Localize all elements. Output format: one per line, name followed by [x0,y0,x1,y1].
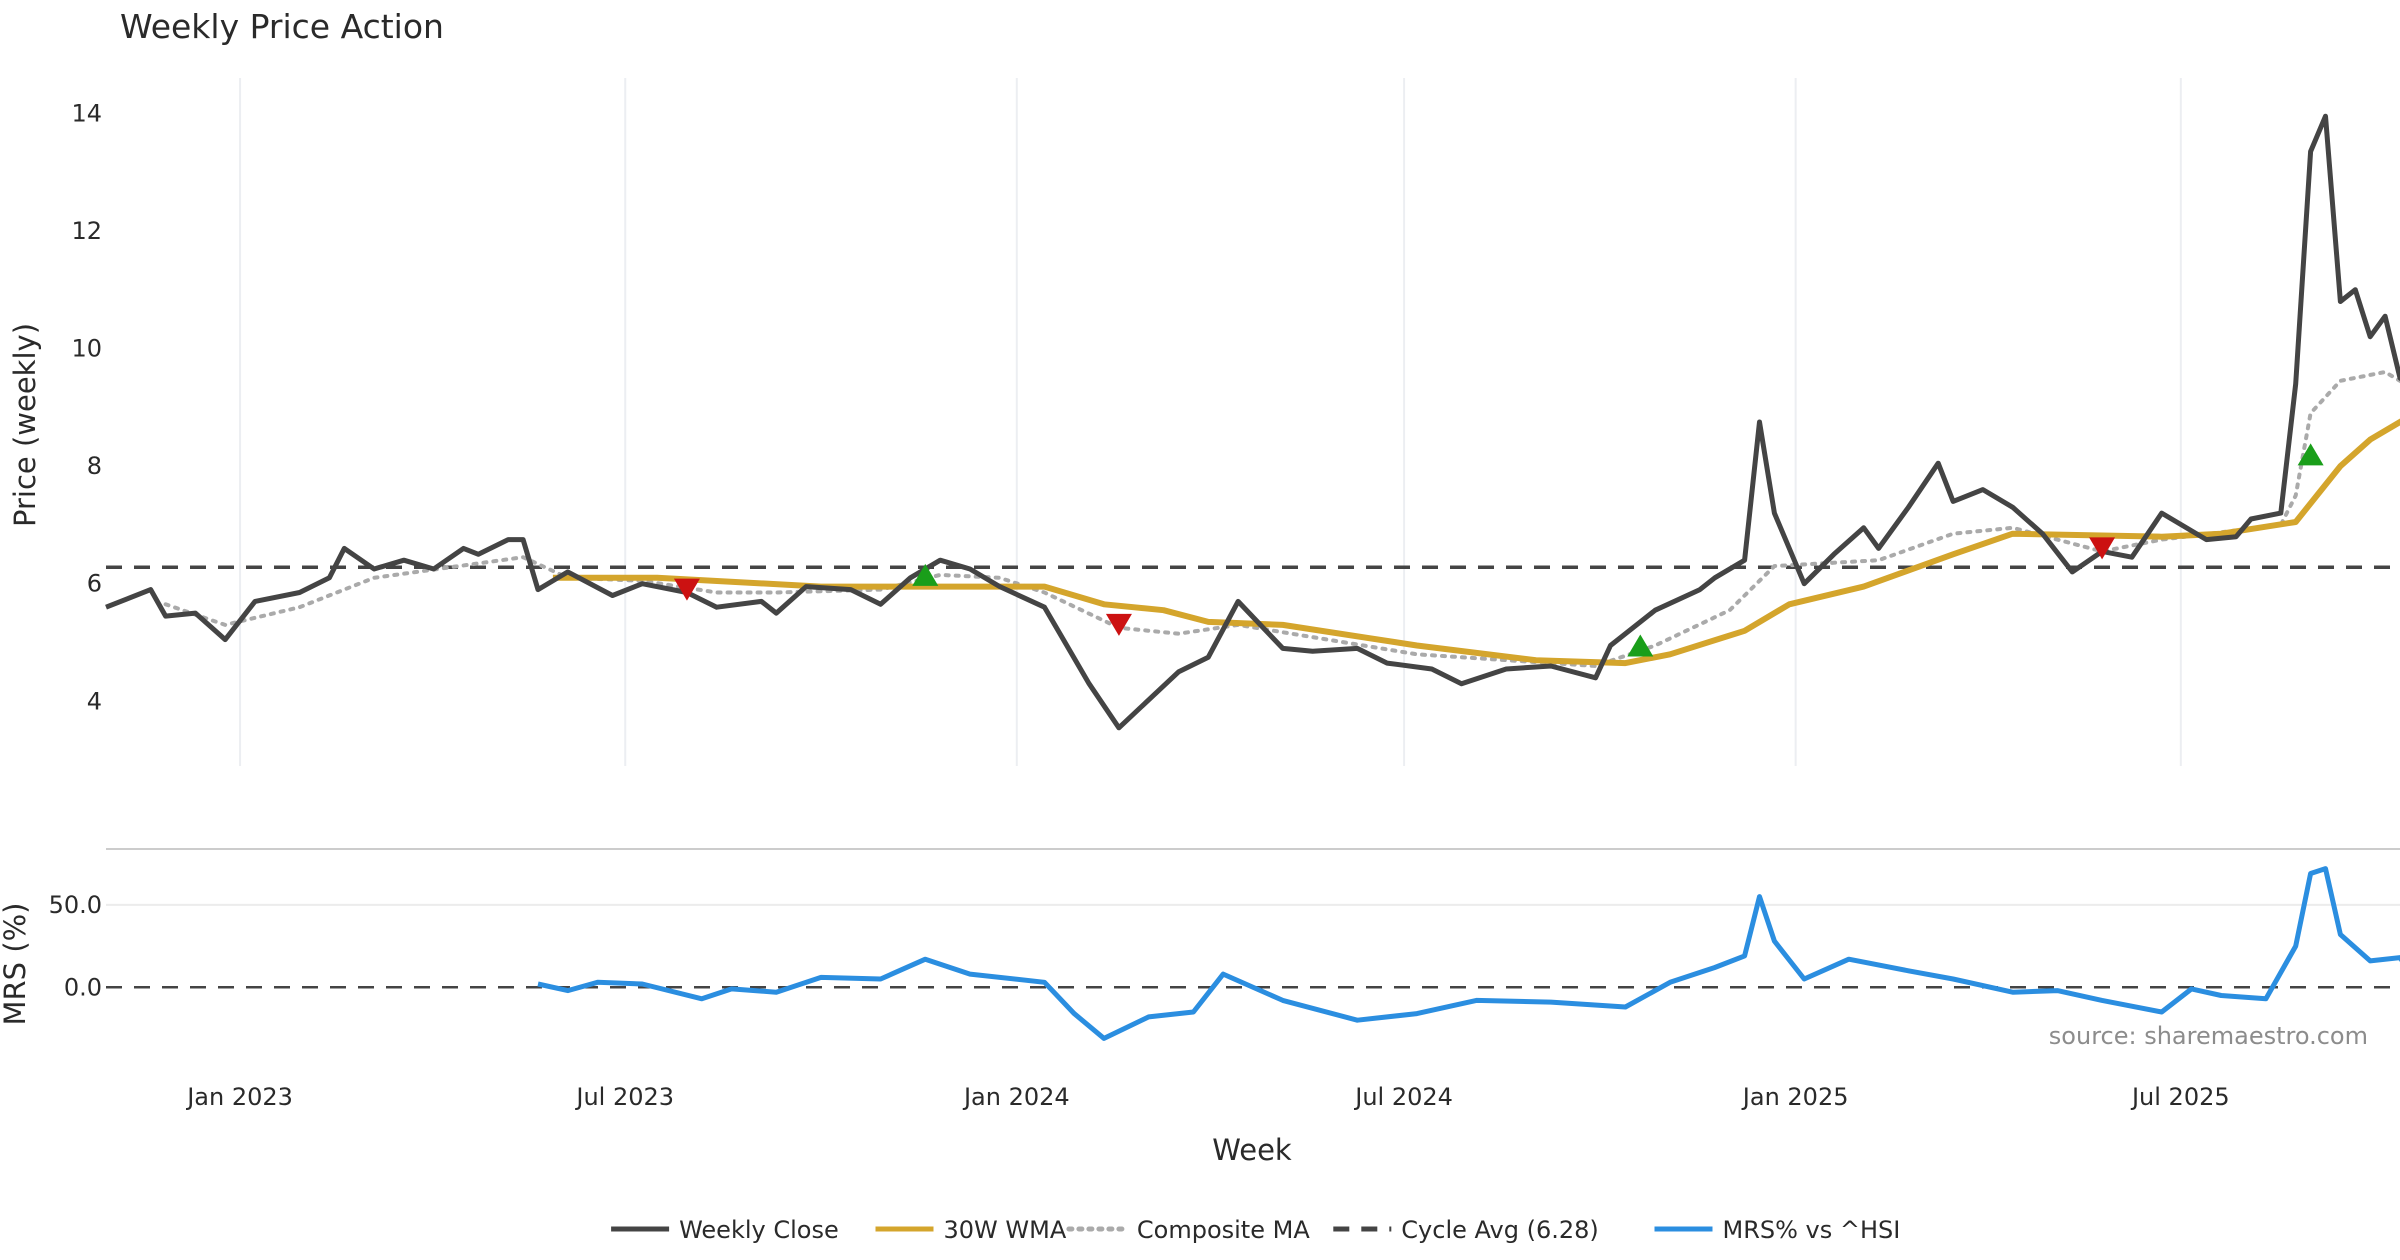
buy-signal-marker [2297,443,2324,466]
price-y-tick-label: 6 [87,570,102,598]
x-axis-label: Week [1212,1133,1292,1167]
legend-label: Weekly Close [679,1216,839,1244]
mrs-line [537,866,2400,1041]
price-y-tick-label: 14 [71,99,102,127]
chart-legend: Weekly Close 30W WMA Composite MA Cycle Avg… [611,1216,1900,1244]
price-y-tick-label: 10 [71,334,102,362]
mrs-y-tick-label: 50.0 [49,891,102,919]
x-tick-label: Jul 2024 [1353,1083,1453,1111]
x-tick-label: Jul 2025 [2130,1083,2230,1111]
mrs-y-axis-label: MRS (%) [0,903,32,1026]
price-series [105,113,2400,731]
price-y-axis-label: Price (weekly) [8,323,42,527]
sell-signal-marker [2089,537,2116,560]
x-tick-label: Jan 2024 [962,1083,1070,1111]
signal-markers [673,443,2324,657]
source-note: source: sharemaestro.com [2049,1022,2368,1050]
legend-label: MRS% vs ^HSI [1723,1216,1901,1244]
x-tick-label: Jul 2023 [574,1083,674,1111]
tick-labels: 4 6 8 10 12 14 50.0 0.0 Jan 2023 Jul 2023 Jan 2024… [49,99,2230,1111]
price-y-tick-label: 8 [87,452,102,480]
legend-label: Cycle Avg (6.28) [1401,1216,1598,1244]
mrs-y-tick-label: 0.0 [64,973,102,1001]
sell-signal-marker [1105,613,1132,636]
legend-label: Composite MA [1137,1216,1310,1244]
price-gridlines [239,78,2182,766]
sell-signal-marker [673,578,700,601]
chart-title: Weekly Price Action [120,7,444,46]
x-tick-label: Jan 2023 [185,1083,293,1111]
wma-30w-line [552,418,2400,667]
buy-signal-marker [1627,634,1654,657]
price-y-tick-label: 4 [87,687,102,715]
buy-signal-marker [912,563,939,586]
weekly-close-line [105,113,2400,731]
mrs-series [106,866,2400,1041]
price-y-tick-label: 12 [71,217,102,245]
legend-label: 30W WMA [944,1216,1067,1244]
x-tick-label: Jan 2025 [1741,1083,1849,1111]
